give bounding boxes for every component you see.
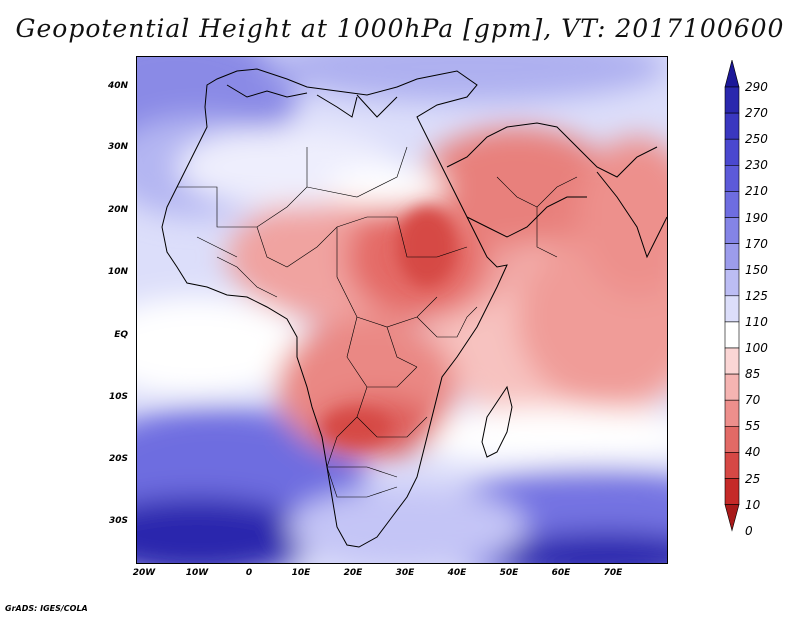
lon-label: 40E	[447, 568, 467, 578]
colorbar-swatch	[724, 452, 740, 479]
lon-label: 50E	[499, 568, 519, 578]
colorbar-label: 125	[745, 288, 768, 303]
lon-label: 20E	[343, 568, 363, 578]
colorbar-swatch	[724, 217, 740, 244]
colorbar-label: 150	[745, 262, 768, 277]
lon-label: 30E	[395, 568, 415, 578]
colorbar-bottom-arrow	[724, 504, 740, 532]
colorbar-label: 10	[745, 497, 761, 512]
colorbar-swatch	[724, 347, 740, 375]
colorbar-swatch	[724, 399, 740, 427]
lat-label: 30N	[107, 142, 128, 152]
lat-label: EQ	[114, 330, 128, 340]
colorbar-label: 190	[745, 210, 768, 225]
lon-label: 70E	[603, 568, 623, 578]
colorbar-swatch	[724, 112, 740, 140]
lat-label: 10S	[108, 392, 128, 402]
colorbar-label: 85	[745, 367, 761, 382]
lon-label: 10E	[291, 568, 311, 578]
colorbar-label: 270	[745, 106, 768, 121]
colorbar-label: 250	[745, 132, 768, 147]
lat-label: 20S	[108, 454, 128, 464]
map-canvas	[137, 57, 667, 563]
colorbar-label: 40	[745, 445, 761, 460]
colorbar	[724, 60, 740, 532]
map-frame	[136, 56, 668, 564]
lat-label: 20N	[107, 205, 128, 215]
colorbar-swatch	[724, 191, 740, 218]
country-borders	[177, 146, 578, 498]
colorbar-swatch	[724, 86, 740, 114]
height-field	[137, 57, 667, 563]
colorbar-swatch	[724, 425, 740, 453]
colorbar-label: 110	[745, 314, 768, 329]
credit-text: GrADS: IGES/COLA	[5, 604, 88, 613]
colorbar-swatch	[724, 138, 740, 166]
colorbar-top-arrow	[724, 60, 740, 88]
colorbar-label: 70	[745, 393, 761, 408]
colorbar-label: 0	[745, 523, 753, 538]
colorbar-label: 230	[745, 158, 768, 173]
colorbar-label: 210	[745, 184, 768, 199]
colorbar-label: 290	[745, 80, 768, 94]
lon-label: 20W	[132, 568, 156, 578]
colorbar-swatch	[724, 269, 740, 297]
colorbar-swatch	[724, 478, 740, 505]
colorbar-swatch	[724, 373, 740, 401]
lon-label: 60E	[551, 568, 571, 578]
lon-label: 10W	[185, 568, 209, 578]
colorbar-label: 170	[745, 236, 768, 251]
colorbar-label: 25	[745, 471, 761, 486]
lat-label: 30S	[108, 516, 128, 526]
colorbar-swatch	[724, 295, 740, 323]
chart-title: Geopotential Height at 1000hPa [gpm], VT…	[15, 14, 785, 43]
coastline	[161, 68, 667, 548]
lon-label: 0	[245, 568, 253, 578]
colorbar-label: 100	[745, 341, 768, 355]
colorbar-swatch	[724, 165, 740, 192]
colorbar-swatch	[724, 321, 740, 349]
lat-label: 10N	[107, 267, 128, 277]
lat-label: 40N	[107, 81, 128, 91]
colorbar-swatch	[724, 243, 740, 271]
colorbar-label: 55	[745, 419, 761, 434]
